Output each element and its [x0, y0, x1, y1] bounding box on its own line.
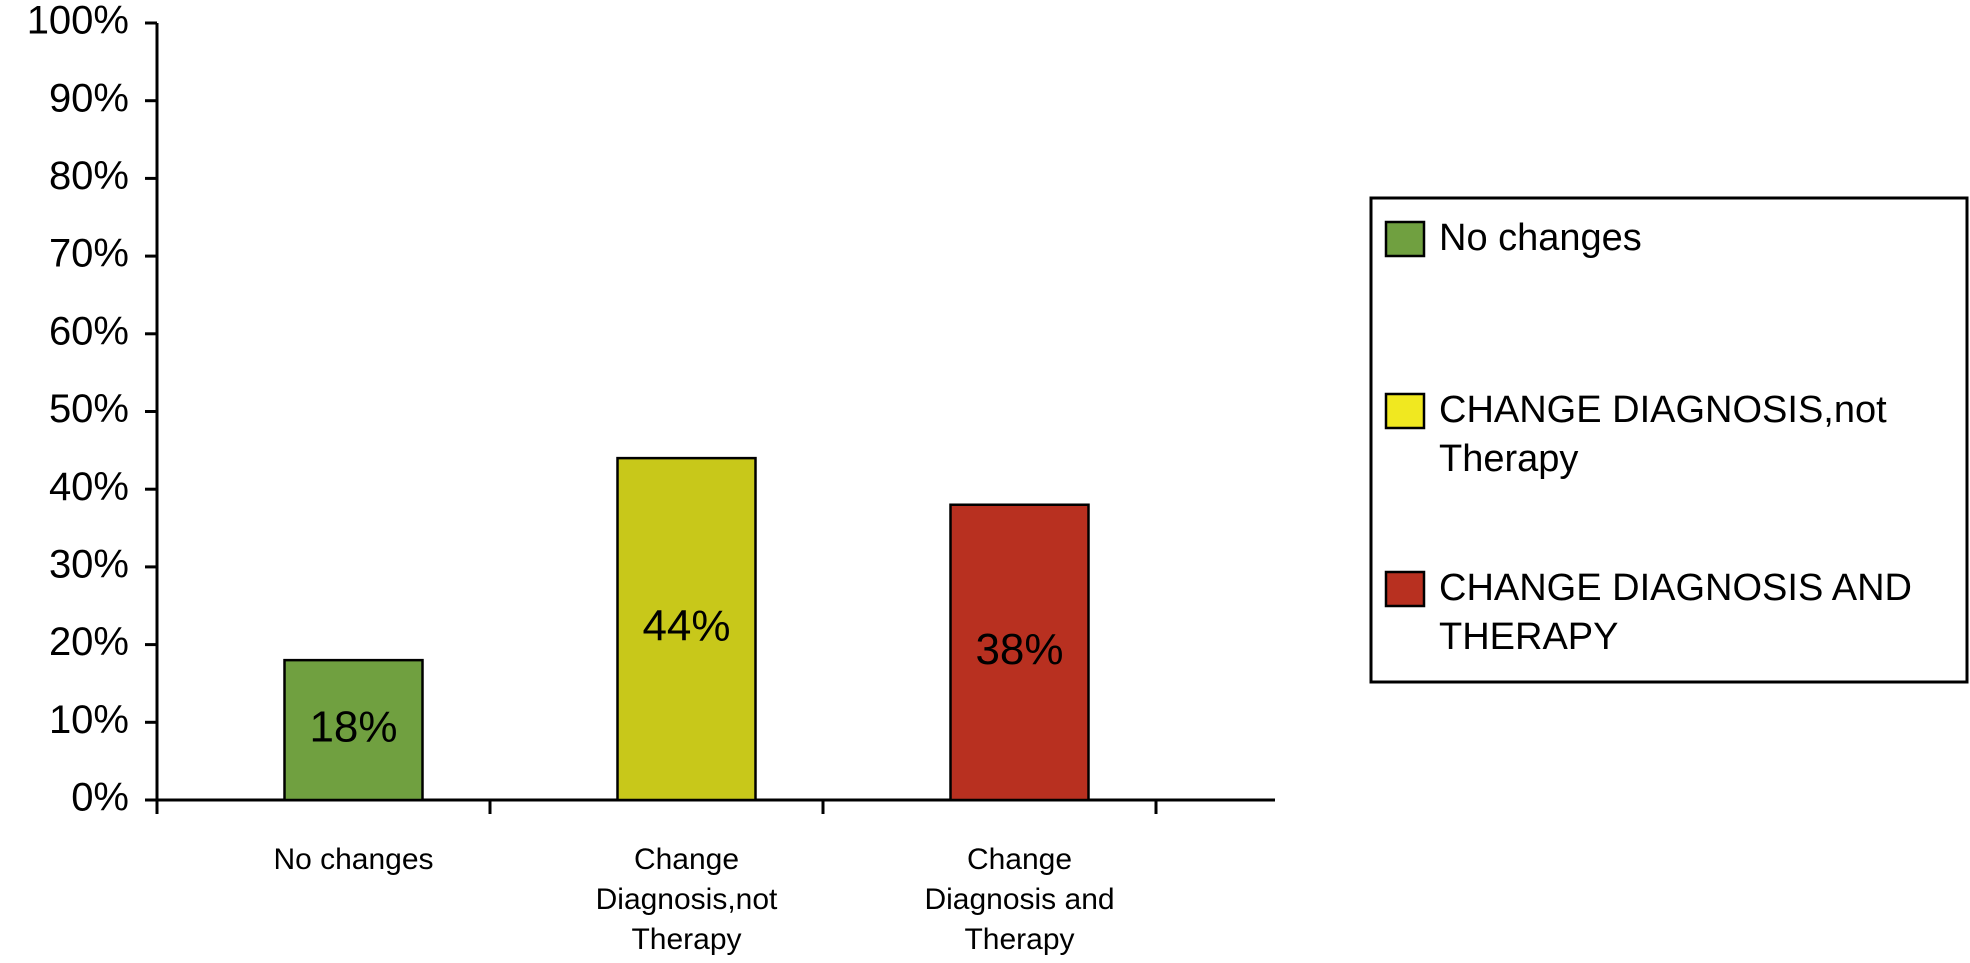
y-tick-label: 80%: [49, 154, 129, 198]
y-tick-label: 50%: [49, 387, 129, 431]
value-label: 18%: [309, 703, 397, 752]
y-tick-label: 20%: [49, 620, 129, 664]
legend-label: No changes: [1439, 217, 1642, 259]
value-label: 38%: [975, 625, 1063, 674]
y-tick-label: 100%: [27, 0, 129, 43]
y-tick-label: 60%: [49, 309, 129, 353]
y-tick-label: 70%: [49, 232, 129, 276]
value-label: 44%: [642, 602, 730, 651]
legend-label: CHANGE DIAGNOSIS,not Therapy: [1439, 389, 1887, 481]
y-tick-label: 10%: [49, 698, 129, 742]
y-tick-label: 40%: [49, 465, 129, 509]
legend-swatch: [1384, 220, 1426, 258]
x-tick-label: Change Diagnosis and Therapy: [924, 843, 1115, 956]
legend-swatch: [1384, 570, 1426, 608]
legend-swatch: [1384, 392, 1426, 430]
bar: [949, 503, 1090, 802]
x-tick-label: No changes: [273, 843, 434, 876]
y-tick-label: 90%: [49, 76, 129, 120]
bar: [283, 658, 424, 802]
x-tick-label: Change Diagnosis,not Therapy: [595, 843, 778, 956]
y-tick-label: 0%: [71, 776, 129, 820]
legend-box: [1369, 196, 1969, 684]
legend-label: CHANGE DIAGNOSIS AND THERAPY: [1439, 567, 1912, 659]
bar: [616, 456, 757, 802]
y-tick-label: 30%: [49, 542, 129, 586]
